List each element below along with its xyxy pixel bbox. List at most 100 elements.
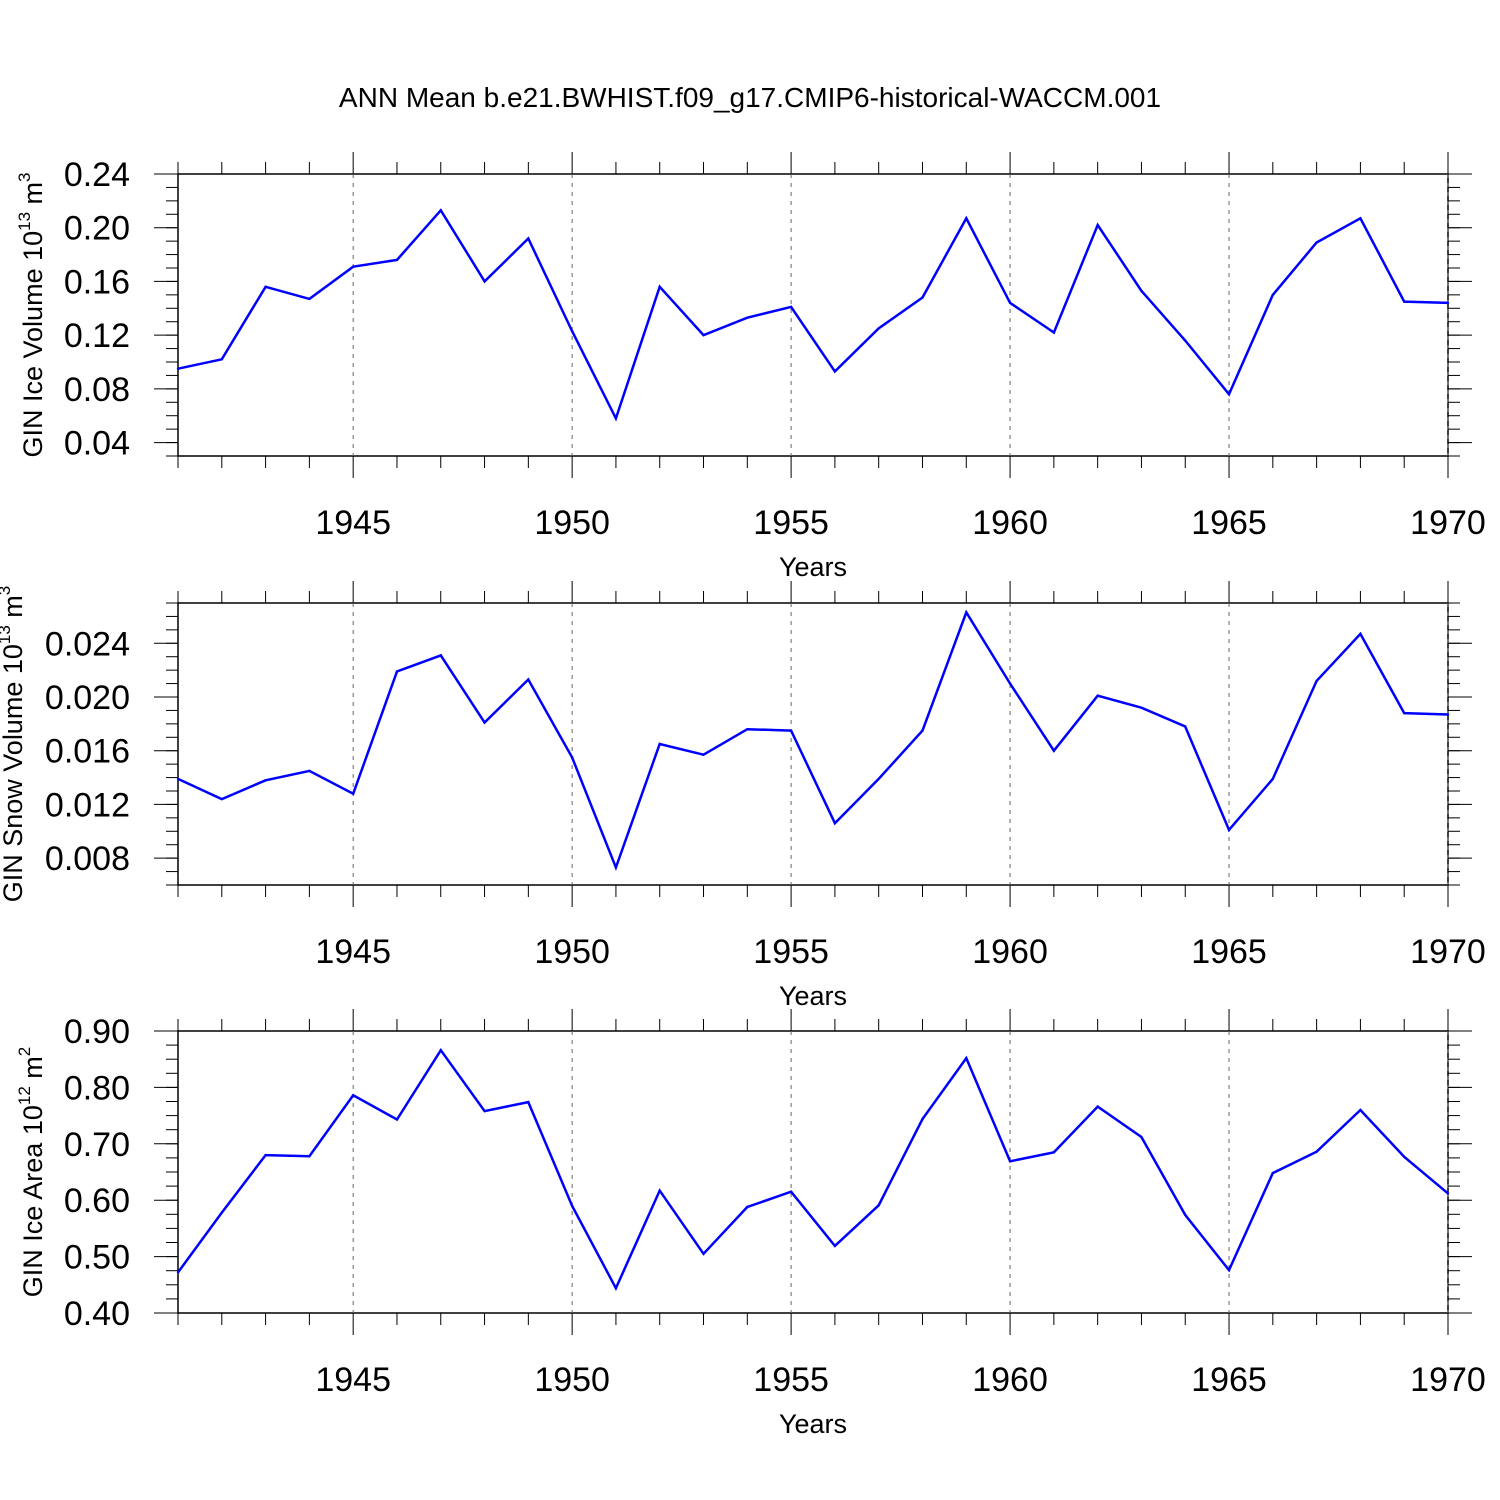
data-point [833,822,837,825]
data-point [702,1252,705,1255]
data-point [439,654,442,657]
x-tick-label: 1970 [1410,1361,1486,1399]
page-title: ANN Mean b.e21.BWHIST.f09_g17.CMIP6-hist… [338,82,1162,113]
y-axis-label-text: GIN Ice Area 10 [18,1105,48,1297]
data-point [439,209,442,212]
data-point [570,756,574,759]
y-axis-label-unit: m [18,182,48,212]
x-tick-label: 1950 [534,933,610,971]
series-line [177,208,1449,422]
data-point [746,1205,749,1209]
data-point [877,777,880,781]
data-point [1096,223,1099,227]
x-axis-label: Years [779,552,847,582]
y-axis-label-exponent: 13 [0,625,14,644]
x-tick-label: 1960 [972,1361,1048,1399]
y-tick-label: 0.70 [64,1126,130,1164]
data-point [965,1056,968,1060]
y-tick-label: 0.12 [64,317,130,355]
data-point [1052,1151,1056,1154]
data-point [877,327,880,330]
data-point [220,358,223,361]
series-line [177,609,1449,872]
data-point [1271,293,1275,297]
chart-panel-2: 1945 1950 1955 1960 1965 1970 0.008 0.012 0.016 0… [0,581,1486,1011]
data-point [921,1117,924,1121]
data-point [264,285,267,288]
data-point [1052,749,1056,752]
y-axis-label-text: GIN Ice Volume 10 [18,231,48,458]
data-point [614,1286,618,1290]
y-tick-label: 0.04 [64,425,130,463]
y-tick-label: 0.024 [45,625,130,663]
data-point [658,1189,661,1192]
data-point [1096,694,1099,697]
data-point [483,1109,486,1113]
y-axis-label-unit-exponent: 2 [15,1047,34,1056]
chart-panel-1: 1945 1950 1955 1960 1965 1970 0.04 0.08 0.12 0.16… [15,152,1486,582]
data-point [1052,331,1056,334]
data-point [176,1271,180,1274]
y-tick-label: 0.60 [64,1182,130,1220]
data-point [1096,1105,1099,1108]
data-point [483,280,486,283]
data-point [395,1118,399,1121]
x-tick-label: 1965 [1191,504,1267,542]
data-point [1008,301,1012,305]
data-point [746,728,749,731]
x-tick-label: 1945 [315,504,391,542]
y-axis-label-exponent: 12 [15,1086,34,1105]
data-point [1359,632,1362,636]
data-point [176,367,180,370]
data-point [264,1153,267,1157]
y-tick-label: 0.08 [64,371,130,409]
y-tick-label: 0.80 [64,1069,130,1107]
data-point [1008,682,1012,685]
data-point [570,1204,574,1208]
chart-panel-3: 1945 1950 1955 1960 1965 1970 0.40 0.50 0.60 0.70… [15,1009,1486,1439]
y-tick-label: 0.16 [64,263,130,301]
y-tick-label: 0.016 [45,733,130,771]
data-point [877,1204,880,1207]
data-point [1227,393,1231,396]
data-point [264,779,267,782]
data-point [220,797,223,801]
data-point [1271,777,1275,781]
x-axis-label: Years [779,981,847,1011]
data-point [527,237,530,240]
data-point [351,1094,355,1097]
y-tick-label: 0.020 [45,679,130,717]
data-point [833,1244,837,1248]
data-point [483,721,486,724]
data-point [1446,713,1450,716]
y-axis-label: GIN Ice Area 1012 m2 [15,1047,48,1298]
data-point [1315,679,1318,683]
x-tick-label: 1970 [1410,933,1486,971]
data-point [351,792,355,795]
y-axis-label-text: GIN Snow Volume 10 [0,644,28,902]
data-point [176,777,180,781]
data-point [1184,339,1187,342]
data-point [833,370,837,373]
data-point [527,1100,530,1104]
x-tick-label: 1965 [1191,1361,1267,1399]
data-point [220,1211,223,1214]
data-point [658,742,661,746]
data-point [395,670,399,673]
plot-frame [177,602,1449,886]
data-point [614,417,618,420]
x-tick-label: 1955 [753,504,829,542]
y-axis-label-unit: m [0,595,28,625]
data-point [1184,1213,1187,1217]
data-point [1403,1155,1406,1158]
y-axis-label-unit: m [18,1056,48,1086]
data-point [1184,725,1187,728]
y-tick-label: 0.24 [64,156,130,194]
data-point [1008,1160,1012,1163]
data-point [746,316,749,319]
data-point [1140,1135,1143,1139]
data-point [789,305,793,309]
y-tick-label: 0.008 [45,840,130,878]
data-point [1446,1192,1450,1195]
